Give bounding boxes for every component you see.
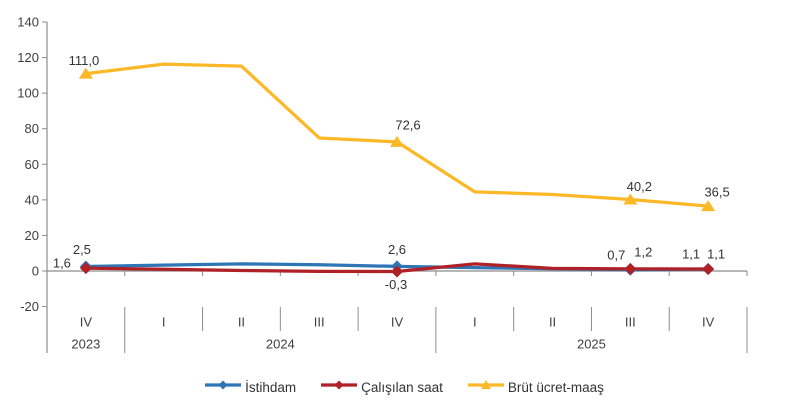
x-tick-quarter: IV [702,315,715,330]
data-label: 0,7 [607,247,625,262]
chart-legend: İstihdam Çalışılan saat Brüt ücret-maaş [0,372,808,402]
x-tick-quarter: I [473,315,477,330]
legend-label-brut-ucret-maas: Brüt ücret-maaş [507,379,604,395]
series-markers-brut-ucret-maas [78,67,716,212]
data-label: 1,1 [682,247,700,262]
x-tick-quarter: I [162,315,166,330]
data-label: 40,2 [627,179,652,194]
legend-label-calisilan-saat: Çalışılan saat [361,379,443,395]
y-tick-label: 0 [32,264,39,279]
series-brut-ucret-maas [84,62,710,208]
y-tick-label: 140 [17,15,39,30]
data-label: 1,6 [53,256,71,271]
data-label: 111,0 [69,53,100,68]
legend-marker-brut-ucret-maas-icon [467,378,505,396]
triangle-marker-icon [623,193,638,205]
y-tick-label: 60 [25,157,39,172]
y-tick-label: 40 [25,192,39,207]
x-tick-year: 2023 [71,337,100,352]
x-tick-quarter: II [549,315,556,330]
data-label: 2,5 [73,242,91,257]
legend-item-istihdam: İstihdam [204,378,296,396]
triangle-marker-icon [701,200,716,212]
triangle-marker-icon [78,67,93,79]
y-tick-label: 120 [17,50,39,65]
legend-item-brut-ucret-maas: Brüt ücret-maaş [467,378,604,396]
series-labels-istihdam: 2,5 2,6 0,7 1,1 [73,242,700,262]
data-label: 72,6 [395,117,420,132]
diamond-marker-icon [391,265,403,278]
y-tick-label: 80 [25,121,39,136]
data-label: -0,3 [385,277,407,292]
x-tick-quarter: IV [80,315,93,330]
x-tick-quarter: IV [391,315,404,330]
diamond-marker-icon [624,262,637,275]
x-tick-quarter: III [625,315,636,330]
series-markers-calisilan-saat [79,262,715,278]
legend-swatch-svg [321,380,358,390]
x-tick-quarter: III [314,315,325,330]
data-label: 36,5 [704,185,729,200]
diamond-marker-icon [79,262,92,275]
legend-swatch-svg [205,380,242,390]
y-axis: 140 120 100 80 60 40 20 0 -20 [17,15,48,353]
series-line-brut-ucret-maas [84,62,710,208]
series-labels-brut-ucret-maas: 111,0 72,6 40,2 36,5 [69,53,730,200]
x-tick-year: 2024 [266,337,295,352]
y-tick-label: 20 [25,228,39,243]
x-tick-year: 2025 [577,337,606,352]
legend-item-calisilan-saat: Çalışılan saat [320,378,443,396]
triangle-marker-icon [390,135,404,147]
legend-marker-calisilan-saat-icon [320,378,358,396]
data-label: 1,2 [634,244,652,259]
series-labels-calisilan-saat: 1,6 -0,3 1,2 1,1 [53,244,725,292]
data-label: 1,1 [707,247,725,262]
diamond-marker-icon [702,263,715,276]
legend-swatch-svg [467,380,504,389]
x-tick-quarter: II [238,315,245,330]
data-label: 2,6 [388,242,406,257]
legend-label-istihdam: İstihdam [245,379,297,395]
y-tick-label: 100 [17,86,39,101]
legend-marker-istihdam-icon [204,378,242,396]
y-tick-label: -20 [20,299,39,314]
